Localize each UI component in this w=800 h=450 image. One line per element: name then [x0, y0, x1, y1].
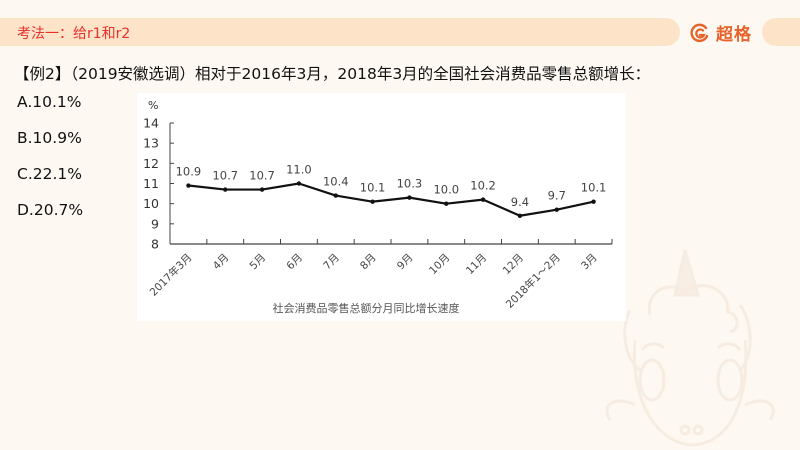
x-tick-label: 8月	[358, 252, 379, 273]
x-tick-label: 9月	[395, 252, 416, 273]
option-b[interactable]: B.10.9%	[17, 129, 82, 147]
data-label: 10.1	[360, 181, 386, 195]
x-tick-label: 6月	[284, 252, 305, 273]
x-tick-label: 3月	[579, 252, 600, 273]
x-tick-label: 2017年3月	[147, 251, 195, 299]
data-point	[186, 183, 191, 188]
chart-title: 社会消费品零售总额分月同比增长速度	[273, 301, 460, 315]
brand-g-icon	[690, 23, 709, 42]
x-tick-label: 7月	[321, 252, 342, 273]
data-label: 10.7	[212, 169, 238, 183]
y-tick-label: 10	[143, 196, 159, 211]
data-point	[517, 213, 523, 218]
question-text: 【例2】（2019安徽选调）相对于2016年3月，2018年3月的全国社会消费品…	[14, 65, 651, 83]
data-label: 11.0	[286, 163, 312, 177]
data-label: 9.7	[548, 189, 566, 203]
data-label: 10.9	[176, 165, 202, 179]
section-title: 考法一：给r1和r2	[17, 26, 131, 42]
y-axis-unit: %	[148, 99, 158, 112]
header-decoration	[762, 18, 800, 46]
data-point	[480, 197, 486, 202]
line-chart: % 8 9 10 11 12 13 14 2017年3月 4月 5月 6月 7月 8月 9月 10月 11月 12…	[143, 99, 613, 315]
data-label: 9.4	[511, 195, 529, 209]
chart-panel: % 8 9 10 11 12 13 14 2017年3月 4月 5月 6月 7月 8月 9月 10月 11月 12…	[137, 93, 626, 321]
data-point	[223, 187, 228, 192]
x-tick-label: 12月	[501, 252, 526, 277]
y-tick-label: 9	[151, 216, 159, 231]
y-tick-label: 11	[143, 176, 159, 191]
unicorn-mascot-watermark	[605, 249, 775, 447]
data-point	[444, 201, 449, 206]
brand-logo: 超格	[690, 20, 752, 45]
x-tick-label: 5月	[248, 252, 269, 273]
answer-options: A.10.1% B.10.9% C.22.1% D.20.7%	[17, 92, 83, 236]
header-bar	[0, 18, 680, 46]
y-tick-label: 14	[143, 116, 159, 131]
data-label: 10.0	[433, 183, 459, 197]
y-tick-label: 8	[151, 237, 159, 252]
series-line	[188, 182, 594, 217]
data-point	[259, 187, 265, 192]
option-c[interactable]: C.22.1%	[17, 165, 82, 183]
brand-name: 超格	[716, 25, 752, 45]
y-tick-label: 12	[143, 156, 159, 171]
data-point	[296, 181, 302, 186]
data-label: 10.1	[581, 181, 607, 195]
data-point	[554, 207, 559, 212]
data-point	[591, 199, 596, 204]
data-label: 10.3	[397, 177, 423, 191]
data-point	[333, 193, 338, 198]
data-point	[370, 199, 375, 204]
x-tick-label: 10月	[427, 252, 452, 277]
option-a[interactable]: A.10.1%	[17, 93, 82, 111]
data-label: 10.4	[323, 175, 349, 189]
data-label: 10.7	[249, 169, 275, 183]
x-tick-label: 11月	[464, 252, 489, 277]
data-label: 10.2	[470, 179, 496, 193]
x-tick-label: 4月	[211, 252, 232, 273]
y-tick-label: 13	[143, 136, 159, 151]
option-d[interactable]: D.20.7%	[17, 201, 84, 219]
data-point	[407, 195, 412, 200]
